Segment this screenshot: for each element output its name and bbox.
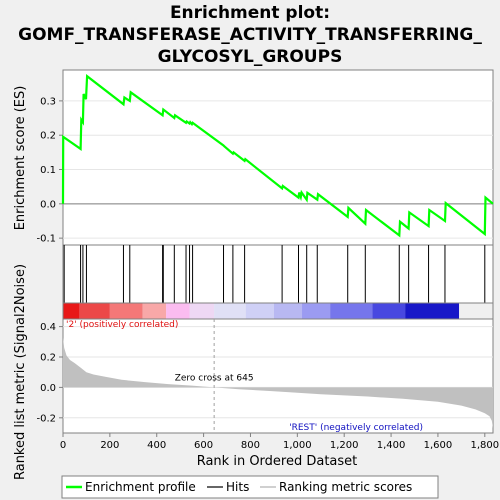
hits-panel-area [62, 244, 494, 304]
zero-cross-label: Zero cross at 645 [175, 373, 254, 383]
positive-correlation-label: '2' (positively correlated) [66, 320, 178, 330]
es-y-tick-label: 0.0 [40, 199, 56, 210]
es-y-tick-label: 0.1 [40, 165, 56, 176]
x-tick-label: 1,400 [377, 440, 406, 451]
metric-panel: Zero cross at 645 '2' (positively correl… [13, 264, 494, 480]
heat-bar-segment [372, 303, 406, 319]
es-y-tick-label: -0.1 [36, 234, 56, 245]
x-tick-label: 800 [241, 440, 260, 451]
enrichment-profile-line [61, 74, 494, 238]
es-y-tick-label: 0.2 [40, 131, 56, 142]
heat-bar-segment [166, 303, 190, 319]
metric-y-axis-label: Ranked list metric (Signal2Noise) [13, 264, 28, 480]
heat-bar-segment [189, 303, 215, 319]
heat-bar-segment [245, 303, 274, 319]
heat-bar [62, 302, 494, 320]
heat-bar-segment [273, 303, 303, 319]
es-y-axis-label: Enrichment score (ES) [13, 86, 28, 231]
heat-bar-segment [405, 303, 460, 319]
x-tick-label: 0 [60, 440, 66, 451]
ranking-metric-area [63, 337, 493, 429]
legend-box [61, 475, 439, 499]
x-tick-label: 1,600 [424, 440, 453, 451]
chart-title-line-1: Enrichment plot: [170, 3, 330, 23]
chart-title-line-2: GOMF_TRANSFERASE_ACTIVITY_TRANSFERRING_ [18, 25, 482, 45]
x-tick-label: 1,200 [330, 440, 359, 451]
hits-panel [62, 244, 494, 304]
chart-title-line-3: GLYCOSYL_GROUPS [158, 47, 343, 67]
legend-label-ranking-metric: Ranking metric scores [279, 480, 412, 494]
x-axis: 0 200 400 600 800 1,000 1,200 1,400 1,600 1,800 [60, 433, 499, 451]
x-tick-label: 1,800 [470, 440, 499, 451]
x-tick-label: 1,000 [283, 440, 312, 451]
negative-correlation-label: 'REST' (negatively correlated) [289, 423, 423, 433]
heat-bar-segment [63, 303, 80, 319]
x-tick-label: 200 [100, 440, 119, 451]
metric-panel-area [62, 318, 494, 434]
heat-bar-segment [79, 303, 110, 319]
es-panel-area [62, 69, 494, 246]
metric-y-tick-label: 0.4 [40, 322, 56, 333]
legend: Enrichment profile Hits Ranking metric s… [61, 475, 439, 499]
legend-label-enrichment-profile: Enrichment profile [85, 480, 196, 494]
legend-label-hits: Hits [226, 480, 249, 494]
metric-y-tick-label: -0.2 [36, 413, 56, 424]
heat-bar-segment [142, 303, 167, 319]
x-tick-label: 400 [147, 440, 166, 451]
heat-bar-segment [330, 303, 373, 319]
es-panel: -0.1 0.0 0.1 0.2 0.3 Enrichment score (ES) [13, 69, 494, 246]
heat-bar-segment [109, 303, 143, 319]
heat-bar-segment [302, 303, 331, 319]
es-y-tick-label: 0.3 [40, 96, 56, 107]
x-tick-label: 600 [194, 440, 213, 451]
metric-y-tick-label: 0.0 [40, 383, 56, 394]
x-axis-label: Rank in Ordered Dataset [197, 454, 358, 469]
metric-y-tick-label: 0.2 [40, 353, 56, 364]
heat-bar-segment [214, 303, 246, 319]
